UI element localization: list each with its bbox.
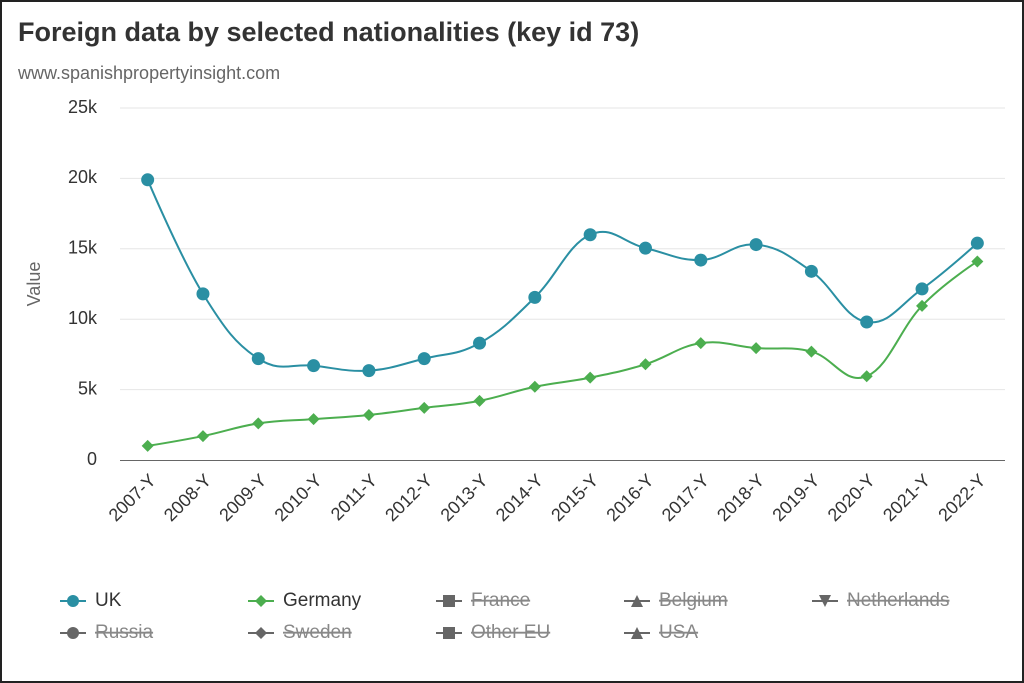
point-marker (970, 236, 984, 250)
legend-item[interactable]: USA (624, 622, 698, 643)
legend-item[interactable]: Belgium (624, 590, 728, 611)
legend-symbol-marker (255, 627, 267, 639)
point-marker (307, 359, 321, 373)
point-marker (916, 299, 929, 312)
y-axis-title: Value (24, 262, 44, 307)
legend-symbol-marker (255, 595, 267, 607)
point-marker (639, 358, 652, 371)
point-marker (583, 228, 597, 242)
point-marker (141, 173, 155, 187)
y-tick-label: 25k (68, 97, 98, 117)
legend-label: Germany (283, 590, 362, 611)
legend-symbol-marker (631, 595, 643, 607)
point-marker (473, 336, 487, 350)
legend-label: Sweden (283, 622, 352, 643)
legend-label: Other EU (471, 622, 550, 643)
y-tick-label: 20k (68, 167, 98, 187)
legend-symbol-marker (67, 627, 79, 639)
point-marker (805, 345, 818, 358)
legend-symbol-marker (819, 595, 831, 607)
legend-label: Russia (95, 622, 154, 643)
point-marker (362, 408, 375, 421)
y-tick-label: 10k (68, 308, 98, 328)
point-marker (528, 380, 541, 393)
point-marker (749, 238, 763, 252)
point-marker (860, 315, 874, 329)
legend-symbol-marker (443, 627, 455, 639)
legend-item[interactable]: Germany (248, 590, 362, 611)
point-marker (694, 253, 708, 267)
point-marker (196, 287, 210, 301)
point-marker (307, 413, 320, 426)
y-tick-label: 15k (68, 238, 98, 258)
series-line (147, 260, 978, 447)
point-marker (251, 352, 265, 366)
point-marker (252, 417, 265, 430)
point-marker (915, 282, 929, 296)
legend-symbol-marker (443, 595, 455, 607)
point-marker (804, 264, 818, 278)
point-marker (971, 255, 984, 268)
chart-subtitle: www.spanishpropertyinsight.com (17, 63, 280, 83)
point-marker (196, 430, 209, 443)
legend-symbol-marker (67, 595, 79, 607)
legend-item[interactable]: Sweden (248, 622, 352, 643)
legend-label: France (471, 590, 530, 611)
chart-title: Foreign data by selected nationalities (… (18, 17, 639, 47)
legend-item[interactable]: Other EU (436, 622, 550, 643)
legend-label: Belgium (659, 590, 728, 611)
legend-item[interactable]: UK (60, 590, 122, 611)
y-tick-label: 0 (87, 449, 97, 469)
point-marker (418, 401, 431, 414)
point-marker (362, 364, 376, 378)
point-marker (694, 337, 707, 350)
legend-label: Netherlands (847, 590, 949, 611)
point-marker (584, 371, 597, 384)
legend-label: UK (95, 590, 122, 611)
point-marker (750, 342, 763, 355)
y-tick-label: 5k (78, 378, 98, 398)
point-marker (473, 394, 486, 407)
point-marker (141, 439, 154, 452)
legend-item[interactable]: France (436, 590, 530, 611)
legend-item[interactable]: Netherlands (812, 590, 949, 611)
point-marker (638, 241, 652, 255)
point-marker (417, 352, 431, 366)
legend-symbol-marker (631, 627, 643, 639)
point-marker (860, 370, 873, 383)
legend-label: USA (659, 622, 698, 643)
legend-item[interactable]: Russia (60, 622, 154, 643)
point-marker (528, 290, 542, 304)
